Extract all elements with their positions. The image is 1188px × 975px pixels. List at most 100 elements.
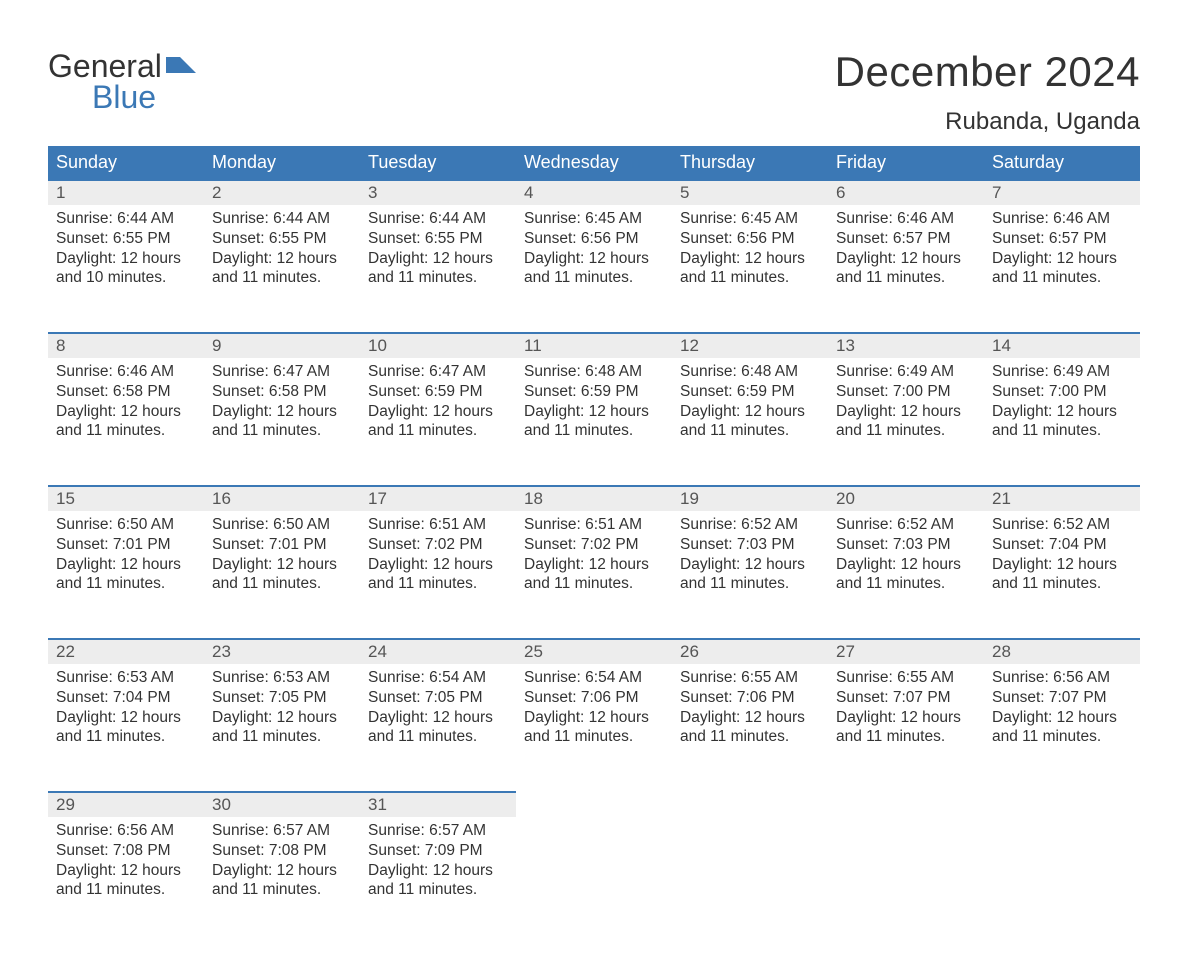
daylight1-text: Daylight: 12 hours <box>992 555 1132 575</box>
daylight1-text: Daylight: 12 hours <box>836 708 976 728</box>
sunrise-text: Sunrise: 6:50 AM <box>56 515 196 535</box>
daylight2-text: and 11 minutes. <box>212 880 352 900</box>
day-content-cell: Sunrise: 6:51 AMSunset: 7:02 PMDaylight:… <box>360 511 516 639</box>
day-number-cell: 16 <box>204 486 360 511</box>
day-number-cell: 20 <box>828 486 984 511</box>
day-number-cell: 26 <box>672 639 828 664</box>
sunset-text: Sunset: 7:08 PM <box>212 841 352 861</box>
title-block: December 2024 Rubanda, Uganda <box>835 48 1140 136</box>
weekday-header: Tuesday <box>360 146 516 180</box>
weekday-header: Friday <box>828 146 984 180</box>
weekday-header: Sunday <box>48 146 204 180</box>
daylight1-text: Daylight: 12 hours <box>212 402 352 422</box>
sunrise-text: Sunrise: 6:54 AM <box>524 668 664 688</box>
sunset-text: Sunset: 7:04 PM <box>56 688 196 708</box>
day-content-cell: Sunrise: 6:44 AMSunset: 6:55 PMDaylight:… <box>48 205 204 333</box>
sunset-text: Sunset: 6:55 PM <box>368 229 508 249</box>
daylight2-text: and 11 minutes. <box>56 880 196 900</box>
daylight1-text: Daylight: 12 hours <box>992 402 1132 422</box>
sunrise-text: Sunrise: 6:47 AM <box>368 362 508 382</box>
day-number-cell: 10 <box>360 333 516 358</box>
day-number-cell: 23 <box>204 639 360 664</box>
week-content-row: Sunrise: 6:53 AM Sunset: 7:04 PM Daylight:… <box>48 664 1140 792</box>
day-content-cell: Sunrise: 6:55 AMSunset: 7:07 PMDaylight:… <box>828 664 984 792</box>
sunset-text: Sunset: 7:05 PM <box>212 688 352 708</box>
day-content-cell: Sunrise: 6:49 AMSunset: 7:00 PMDaylight:… <box>984 358 1140 486</box>
sunrise-text: Sunrise: 6:46 AM <box>992 209 1132 229</box>
day-number-cell: 5 <box>672 180 828 205</box>
day-number-cell: 7 <box>984 180 1140 205</box>
daylight2-text: and 11 minutes. <box>680 727 820 747</box>
sunset-text: Sunset: 7:06 PM <box>524 688 664 708</box>
day-number-cell: 1 <box>48 180 204 205</box>
sunrise-text: Sunrise: 6:46 AM <box>56 362 196 382</box>
day-number-cell: 31 <box>360 792 516 817</box>
sunrise-text: Sunrise: 6:49 AM <box>836 362 976 382</box>
sunrise-text: Sunrise: 6:57 AM <box>368 821 508 841</box>
sunrise-text: Sunrise: 6:57 AM <box>212 821 352 841</box>
day-number-cell: 18 <box>516 486 672 511</box>
sunrise-text: Sunrise: 6:56 AM <box>56 821 196 841</box>
day-number-cell: 30 <box>204 792 360 817</box>
daylight1-text: Daylight: 12 hours <box>524 708 664 728</box>
sunrise-text: Sunrise: 6:51 AM <box>524 515 664 535</box>
sunrise-text: Sunrise: 6:44 AM <box>56 209 196 229</box>
sunrise-text: Sunrise: 6:53 AM <box>212 668 352 688</box>
week-daynum-row: 15161718192021 <box>48 486 1140 511</box>
sunrise-text: Sunrise: 6:46 AM <box>836 209 976 229</box>
day-number-cell: 9 <box>204 333 360 358</box>
day-content-cell: Sunrise: 6:46 AMSunset: 6:57 PMDaylight:… <box>828 205 984 333</box>
week-content-row: Sunrise: 6:44 AM Sunset: 6:55 PMDaylight:… <box>48 205 1140 333</box>
daylight1-text: Daylight: 12 hours <box>368 555 508 575</box>
weekday-header: Thursday <box>672 146 828 180</box>
sunrise-text: Sunrise: 6:49 AM <box>992 362 1132 382</box>
daylight2-text: and 11 minutes. <box>524 574 664 594</box>
sunset-text: Sunset: 7:07 PM <box>992 688 1132 708</box>
daylight2-text: and 11 minutes. <box>368 421 508 441</box>
sunset-text: Sunset: 7:06 PM <box>680 688 820 708</box>
week-content-row: Sunrise: 6:46 AMSunset: 6:58 PM Daylight:… <box>48 358 1140 486</box>
daylight1-text: Daylight: 12 hours <box>212 708 352 728</box>
day-content-cell: Sunrise: 6:50 AMSunset: 7:01 PMDaylight:… <box>204 511 360 639</box>
day-number-cell: 11 <box>516 333 672 358</box>
day-number-cell: 27 <box>828 639 984 664</box>
day-content-cell: Sunrise: 6:46 AMSunset: 6:57 PMDaylight:… <box>984 205 1140 333</box>
daylight1-text: Daylight: 12 hours <box>368 402 508 422</box>
sunrise-text: Sunrise: 6:54 AM <box>368 668 508 688</box>
daylight1-text: Daylight: 12 hours <box>212 555 352 575</box>
daylight1-text: Daylight: 12 hours <box>56 555 196 575</box>
day-number-cell: 28 <box>984 639 1140 664</box>
daylight2-text: and 11 minutes. <box>992 268 1132 288</box>
daylight1-text: Daylight: 12 hours <box>836 402 976 422</box>
day-content-cell: Sunrise: 6:45 AMSunset: 6:56 PMDaylight:… <box>672 205 828 333</box>
sunrise-text: Sunrise: 6:47 AM <box>212 362 352 382</box>
sunset-text: Sunset: 7:09 PM <box>368 841 508 861</box>
daylight2-text: and 11 minutes. <box>56 727 196 747</box>
daylight1-text: Daylight: 12 hours <box>368 249 508 269</box>
day-number-cell: 12 <box>672 333 828 358</box>
sunset-text: Sunset: 7:01 PM <box>212 535 352 555</box>
logo: General Blue <box>48 48 196 116</box>
day-content-cell: Sunrise: 6:44 AMSunset: 6:55 PMDaylight:… <box>204 205 360 333</box>
week-content-row: Sunrise: 6:56 AM Sunset: 7:08 PMDaylight:… <box>48 817 1140 945</box>
daylight2-text: and 11 minutes. <box>836 574 976 594</box>
day-number-cell: 2 <box>204 180 360 205</box>
daylight2-text: and 11 minutes. <box>368 574 508 594</box>
day-content-cell: Sunrise: 6:56 AMSunset: 7:07 PMDaylight:… <box>984 664 1140 792</box>
week-daynum-row: 891011121314 <box>48 333 1140 358</box>
sunset-text: Sunset: 6:57 PM <box>992 229 1132 249</box>
sunrise-text: Sunrise: 6:56 AM <box>992 668 1132 688</box>
day-content-cell: Sunrise: 6:54 AMSunset: 7:05 PMDaylight:… <box>360 664 516 792</box>
daylight1-text: Daylight: 12 hours <box>212 861 352 881</box>
daylight2-text: and 11 minutes. <box>212 421 352 441</box>
day-number-cell: 8 <box>48 333 204 358</box>
sunrise-text: Sunrise: 6:52 AM <box>836 515 976 535</box>
daylight2-text: and 11 minutes. <box>368 880 508 900</box>
sunrise-text: Sunrise: 6:55 AM <box>680 668 820 688</box>
month-title: December 2024 <box>835 48 1140 96</box>
sunset-text: Sunset: 6:58 PM <box>56 382 196 402</box>
day-content-cell: Sunrise: 6:57 AMSunset: 7:08 PMDaylight:… <box>204 817 360 945</box>
day-number-cell: 19 <box>672 486 828 511</box>
week-daynum-row: 1234567 <box>48 180 1140 205</box>
daylight2-text: and 11 minutes. <box>212 574 352 594</box>
